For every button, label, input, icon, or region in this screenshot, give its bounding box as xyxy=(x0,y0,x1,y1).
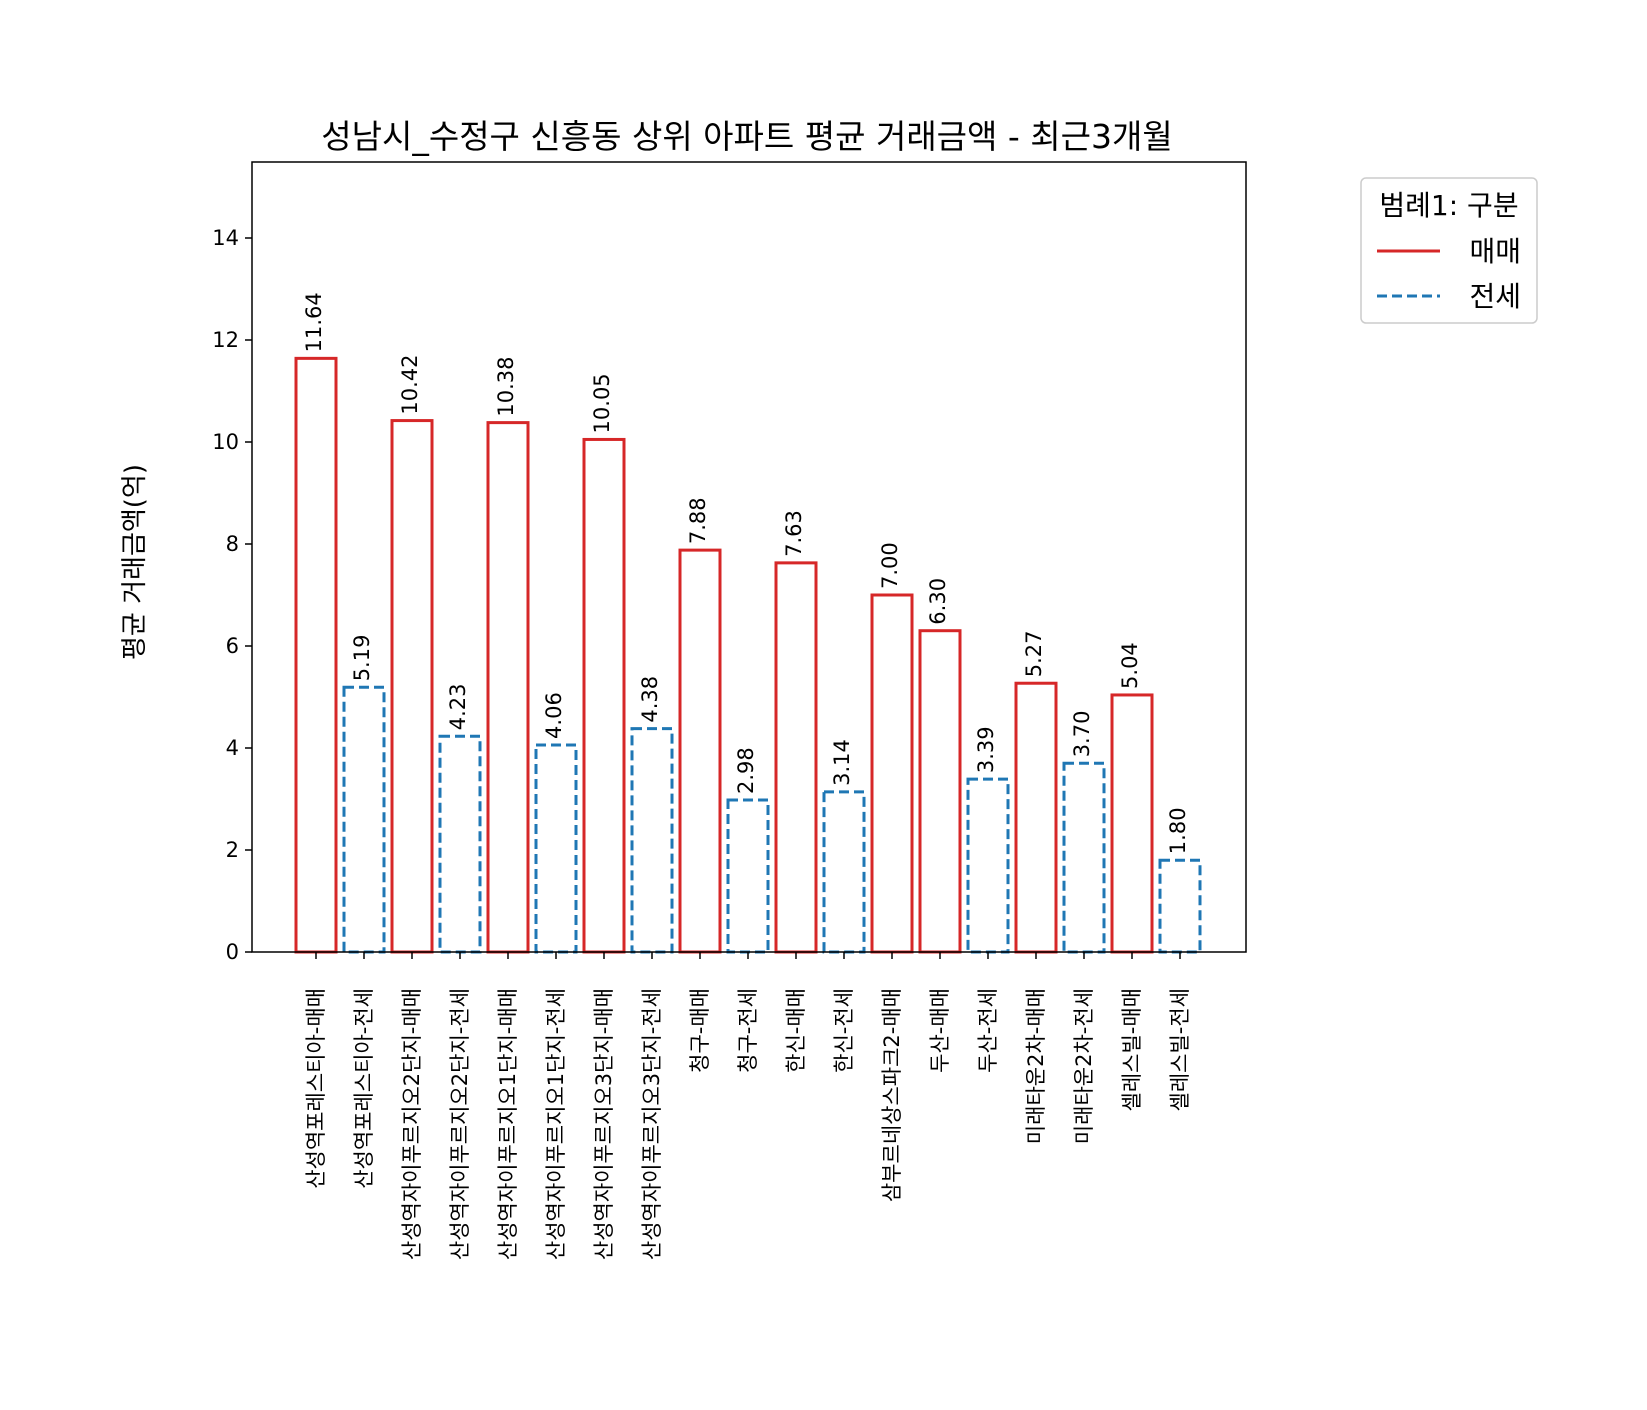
x-tick-label: 셀레스빌-매매 xyxy=(1120,988,1144,1112)
y-tick-label: 2 xyxy=(226,838,239,862)
bar-sale xyxy=(918,629,962,954)
bar-jeonse xyxy=(1158,858,1202,954)
value-label: 10.05 xyxy=(590,373,614,433)
bar-sale xyxy=(582,437,626,954)
y-tick-label: 8 xyxy=(226,532,239,556)
x-tick-label: 산성역자이푸르지오1단지-전세 xyxy=(544,988,568,1260)
value-label: 4.06 xyxy=(542,692,566,739)
bar-jeonse xyxy=(534,743,578,954)
legend-title: 범례1: 구분 xyxy=(1379,189,1518,222)
bar-sale xyxy=(486,421,530,954)
value-label: 4.38 xyxy=(638,676,662,723)
bar-jeonse xyxy=(822,790,866,954)
x-tick-label: 삼부르네상스파크2-매매 xyxy=(880,988,904,1202)
value-label: 6.30 xyxy=(926,578,950,625)
bar-sale xyxy=(774,561,818,954)
bar-sale xyxy=(870,593,914,954)
y-tick-label: 6 xyxy=(226,634,239,658)
x-tick-label: 산성역포레스티아-매매 xyxy=(304,988,328,1189)
x-tick-label: 미래타운2차-매매 xyxy=(1024,988,1048,1144)
x-tick-label: 산성역포레스티아-전세 xyxy=(352,988,376,1189)
value-label: 5.04 xyxy=(1118,642,1142,689)
bar-jeonse xyxy=(966,777,1010,954)
value-label: 10.42 xyxy=(398,354,422,414)
value-label: 3.39 xyxy=(974,726,998,773)
bar-sale xyxy=(678,548,722,954)
y-tick-label: 14 xyxy=(212,226,239,250)
x-tick-label: 산성역자이푸르지오1단지-매매 xyxy=(496,988,520,1260)
x-tick-label: 청구-전세 xyxy=(736,988,760,1073)
y-axis-label: 평균 거래금액(억) xyxy=(120,464,150,660)
value-label: 7.63 xyxy=(782,510,806,557)
value-label: 1.80 xyxy=(1166,807,1190,854)
value-label: 5.19 xyxy=(350,635,374,682)
y-tick-label: 10 xyxy=(212,430,239,454)
x-tick-label: 산성역자이푸르지오2단지-전세 xyxy=(448,988,472,1260)
x-tick-label: 두산-전세 xyxy=(976,988,1000,1073)
x-tick-label: 산성역자이푸르지오2단지-매매 xyxy=(400,988,424,1260)
bar-jeonse xyxy=(630,727,674,954)
x-tick-label: 셀레스빌-전세 xyxy=(1168,988,1192,1112)
value-label: 4.23 xyxy=(446,684,470,731)
x-axis: 산성역포레스티아-매매 산성역포레스티아-전세 산성역자이푸르지오2단지-매매 산성역… xyxy=(304,952,1192,1260)
bar-sale xyxy=(1110,693,1154,954)
bar-sale xyxy=(390,419,434,954)
x-tick-label: 두산-매매 xyxy=(928,988,952,1073)
bar-jeonse xyxy=(726,798,770,954)
chart-title: 성남시_수정구 신흥동 상위 아파트 평균 거래금액 - 최근3개월 xyxy=(321,117,1172,156)
y-axis: 0 2 4 6 8 10 12 14 xyxy=(212,226,252,964)
bar-sale xyxy=(294,356,338,954)
y-tick-label: 12 xyxy=(212,328,239,352)
bar-jeonse xyxy=(342,685,386,954)
value-label: 10.38 xyxy=(494,356,518,416)
value-label: 5.27 xyxy=(1022,630,1046,677)
bars-group: 11.64 5.19 10.42 4.23 10.38 4.06 10.05 4.38 7.88… xyxy=(294,292,1202,954)
value-label: 2.98 xyxy=(734,747,758,794)
value-label: 3.70 xyxy=(1070,711,1094,758)
x-tick-label: 산성역자이푸르지오3단지-전세 xyxy=(640,988,664,1260)
value-label: 7.88 xyxy=(686,497,710,544)
value-label: 7.00 xyxy=(878,542,902,589)
bar-jeonse xyxy=(1062,761,1106,954)
x-tick-label: 한신-매매 xyxy=(784,988,808,1073)
bar-sale xyxy=(1014,681,1058,954)
plot-area-frame xyxy=(251,161,1247,953)
x-tick-label: 산성역자이푸르지오3단지-매매 xyxy=(592,988,616,1260)
legend-label-sale: 매매 xyxy=(1469,235,1521,268)
bar-jeonse xyxy=(438,734,482,954)
x-tick-label: 미래타운2차-전세 xyxy=(1072,988,1096,1144)
x-tick-label: 한신-전세 xyxy=(832,988,856,1073)
value-label: 11.64 xyxy=(302,292,326,352)
x-tick-label: 청구-매매 xyxy=(688,988,712,1073)
legend: 범례1: 구분 매매 전세 xyxy=(1360,177,1538,324)
legend-box xyxy=(1360,177,1538,324)
y-tick-label: 4 xyxy=(226,736,239,760)
y-tick-label: 0 xyxy=(226,940,239,964)
legend-label-jeonse: 전세 xyxy=(1469,280,1521,313)
value-label: 3.14 xyxy=(830,739,854,786)
